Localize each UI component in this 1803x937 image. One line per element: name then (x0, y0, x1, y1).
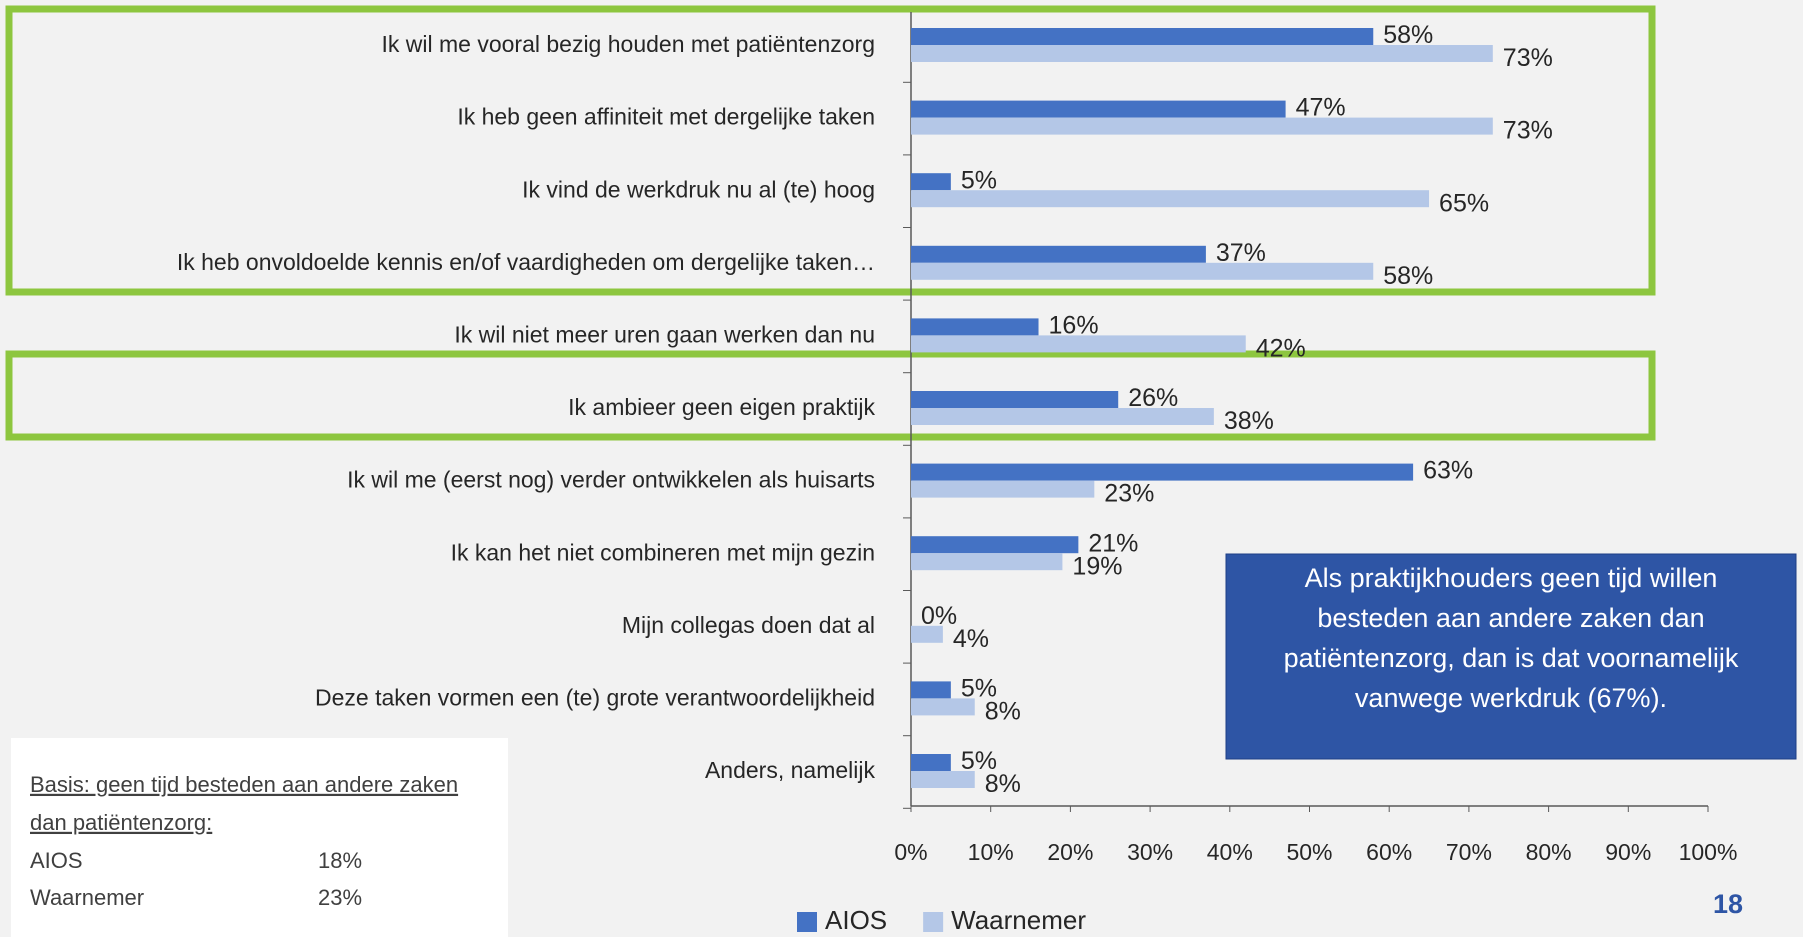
bar (911, 173, 951, 191)
bar (911, 45, 1493, 62)
bar (911, 391, 1119, 408)
bar (911, 335, 1246, 353)
bar (911, 262, 1374, 280)
bar (911, 100, 1286, 118)
callout-text: vanwege werkdruk (67%). (1355, 683, 1667, 713)
value-label: 73% (1503, 117, 1553, 145)
value-label: 4% (953, 625, 989, 653)
legend-swatch (797, 912, 817, 932)
basis-value: 23% (318, 885, 362, 910)
y-tick-label: Anders, namelijk (705, 757, 876, 783)
callout-text: Als praktijkhouders geen tijd willen (1305, 563, 1718, 593)
x-tick-label: 50% (1286, 839, 1332, 865)
value-label: 58% (1383, 262, 1433, 290)
y-tick-label: Ik vind de werkdruk nu al (te) hoog (522, 176, 875, 202)
y-tick-label: Ik ambieer geen eigen praktijk (568, 394, 875, 420)
legend-label: AIOS (825, 905, 887, 935)
bar (911, 754, 951, 771)
x-tick-label: 60% (1366, 839, 1412, 865)
bar (911, 463, 1414, 481)
bar (911, 771, 975, 788)
value-label: 5% (961, 675, 997, 703)
y-tick-label: Ik wil me (eerst nog) verder ontwikkelen… (347, 467, 875, 493)
value-label: 21% (1088, 529, 1138, 557)
value-label: 16% (1049, 312, 1099, 340)
basis-name: Waarnemer (30, 885, 144, 910)
bar (911, 681, 951, 699)
y-tick-label: Deze taken vormen een (te) grote verantw… (315, 684, 875, 710)
bar (911, 553, 1063, 571)
page-number: 18 (1713, 889, 1743, 919)
y-tick-label: Ik kan het niet combineren met mijn gezi… (451, 539, 875, 565)
value-label: 42% (1256, 335, 1306, 363)
basis-value: 18% (318, 848, 362, 873)
value-label: 19% (1072, 552, 1122, 580)
legend-label: Waarnemer (951, 905, 1086, 935)
highlight-box (5, 5, 1656, 296)
value-label: 0% (921, 602, 957, 630)
basis-title: dan patiëntenzorg: (30, 810, 212, 835)
value-label: 63% (1423, 457, 1473, 485)
value-label: 5% (961, 747, 997, 775)
x-tick-label: 40% (1207, 839, 1253, 865)
x-tick-label: 30% (1127, 839, 1173, 865)
bar (911, 190, 1430, 208)
callout-text: besteden aan andere zaken dan (1317, 603, 1704, 633)
bar (911, 28, 1374, 45)
bar (911, 408, 1214, 425)
bar (911, 117, 1493, 135)
basis-title: Basis: geen tijd besteden aan andere zak… (30, 772, 458, 797)
value-label: 23% (1104, 480, 1154, 508)
value-label: 37% (1216, 239, 1266, 267)
callout-box (1225, 553, 1797, 760)
basis-name: AIOS (30, 848, 83, 873)
x-tick-label: 100% (1679, 839, 1738, 865)
x-tick-label: 70% (1446, 839, 1492, 865)
value-label: 58% (1383, 21, 1433, 49)
value-label: 65% (1439, 189, 1489, 217)
basis-box (11, 738, 508, 937)
x-tick-label: 80% (1526, 839, 1572, 865)
bar (911, 318, 1039, 336)
x-tick-label: 90% (1605, 839, 1651, 865)
callout-text: patiëntenzorg, dan is dat voornamelijk (1284, 643, 1739, 673)
value-label: 26% (1128, 384, 1178, 412)
value-label: 47% (1296, 94, 1346, 122)
value-label: 5% (961, 166, 997, 194)
bar (911, 480, 1095, 498)
value-label: 73% (1503, 44, 1553, 72)
value-label: 38% (1224, 407, 1274, 435)
value-label: 8% (985, 698, 1021, 726)
y-tick-label: Mijn collegas doen dat al (622, 612, 875, 638)
y-tick-label: Ik heb geen affiniteit met dergelijke ta… (457, 104, 875, 130)
bar (911, 245, 1206, 263)
bar (911, 536, 1079, 554)
x-tick-label: 0% (894, 839, 927, 865)
legend-swatch (923, 912, 944, 932)
bar (911, 698, 975, 716)
y-tick-label: Ik wil me vooral bezig houden met patiën… (381, 31, 875, 57)
value-label: 8% (985, 770, 1021, 798)
x-tick-label: 20% (1047, 839, 1093, 865)
y-tick-label: Ik heb onvoldoelde kennis en/of vaardigh… (177, 249, 875, 275)
highlight-box (5, 350, 1656, 441)
bar (911, 625, 943, 643)
y-tick-label: Ik wil niet meer uren gaan werken dan nu (454, 321, 875, 347)
x-tick-label: 10% (968, 839, 1014, 865)
